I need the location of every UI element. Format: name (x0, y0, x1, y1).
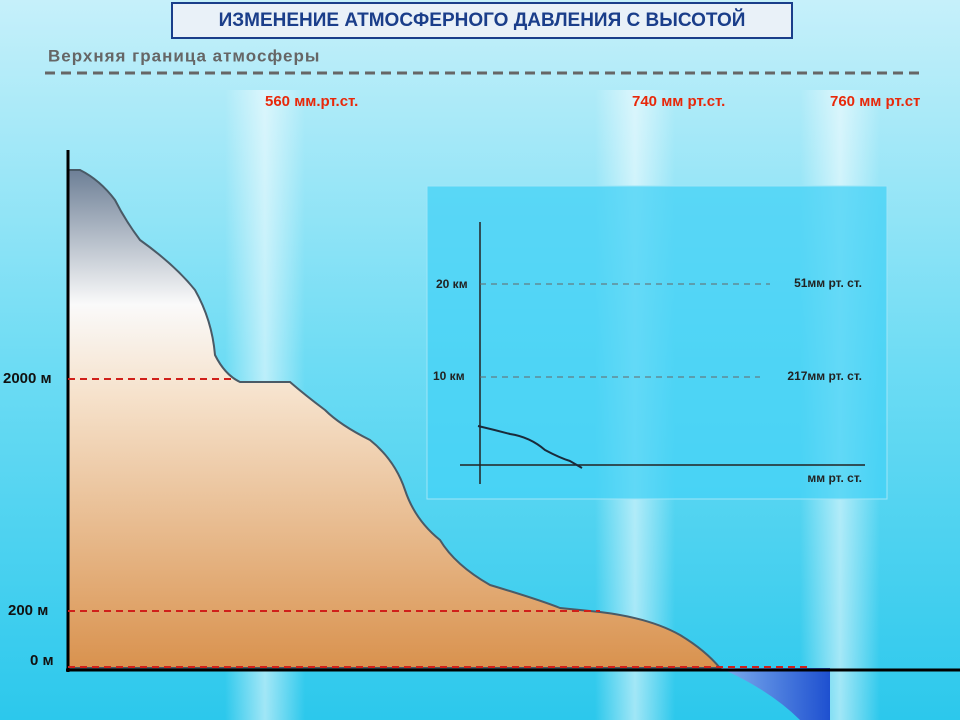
title: ИЗМЕНЕНИЕ АТМОСФЕРНОГО ДАВЛЕНИЯ С ВЫСОТО… (219, 9, 746, 31)
altitude-label: 200 м (8, 602, 48, 619)
inset-axis-label: мм рт. ст. (807, 471, 862, 485)
inset-pressure: 51мм рт. ст. (794, 276, 862, 290)
sea (720, 668, 830, 720)
boundary-label: Верхняя граница атмосферы (48, 46, 320, 65)
inset-pressure: 217мм рт. ст. (787, 369, 862, 383)
pressure-label: 760 мм рт.ст (830, 93, 920, 110)
title-box (171, 2, 793, 39)
altitude-label: 2000 м (3, 370, 52, 387)
mountain (67, 169, 723, 669)
pressure-label: 560 мм.рт.ст. (265, 93, 358, 110)
inset-panel (426, 185, 888, 500)
inset-height: 20 км (436, 277, 468, 291)
pressure-curve (477, 425, 583, 469)
inset-height: 10 км (433, 369, 465, 383)
altitude-label: 0 м (30, 652, 54, 669)
pressure-label: 740 мм рт.ст. (632, 93, 725, 110)
